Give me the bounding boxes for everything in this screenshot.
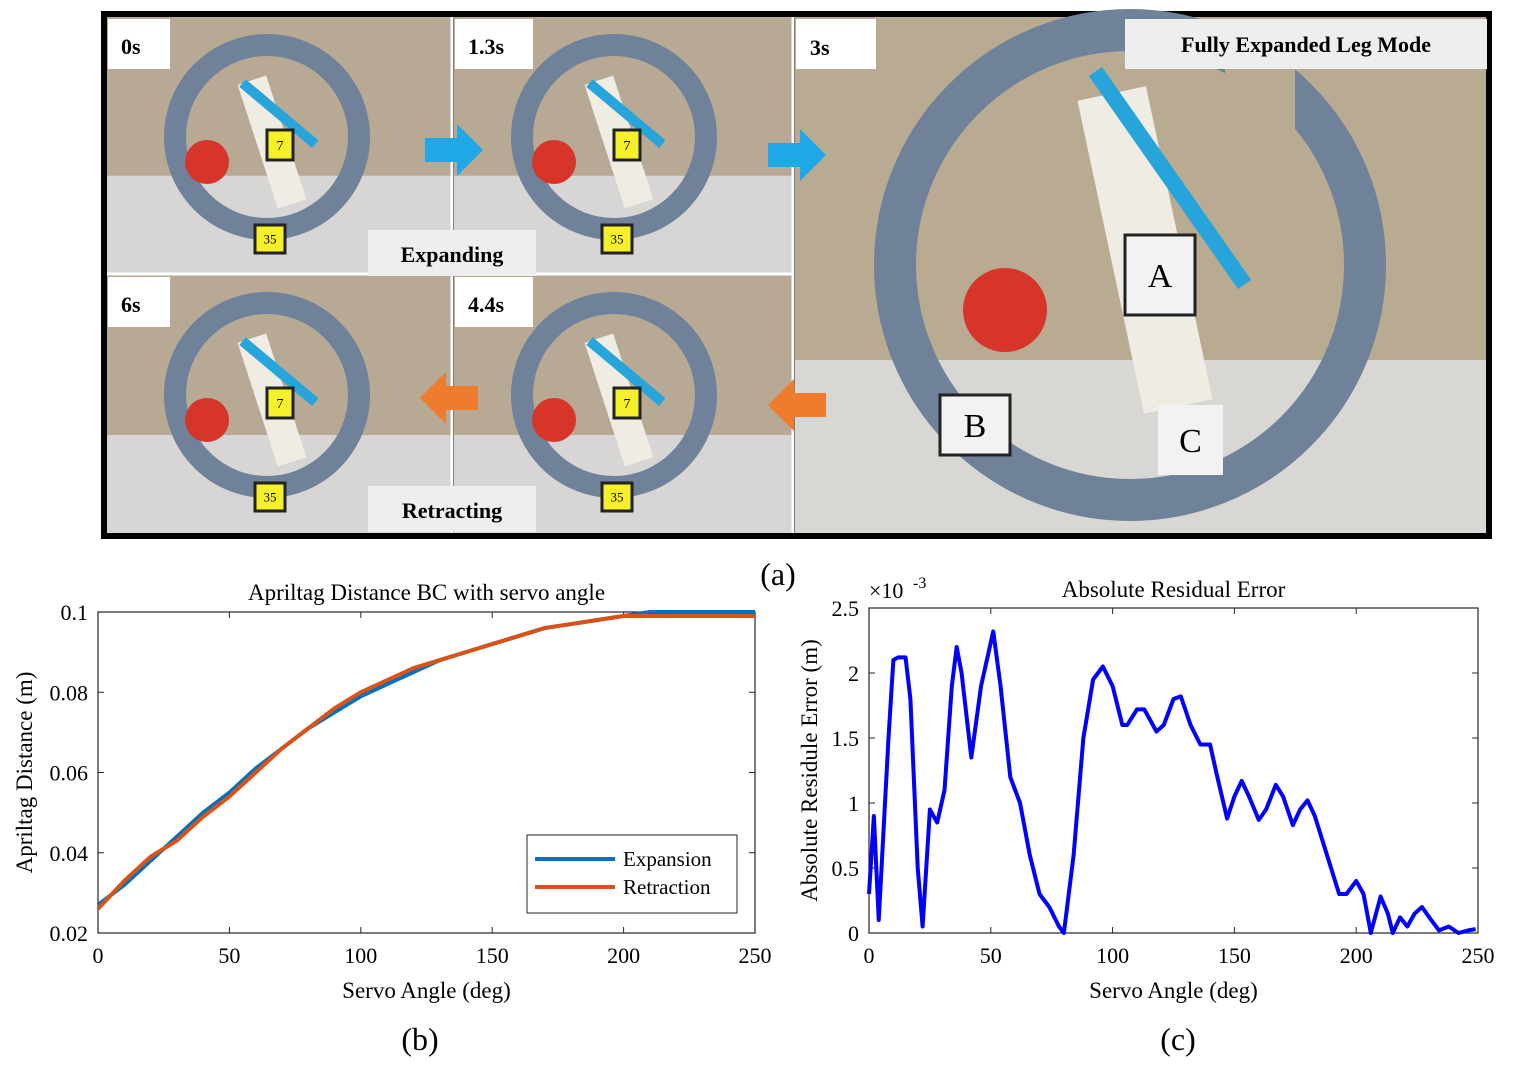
pulley (185, 398, 229, 442)
time-label: 1.3s (468, 34, 505, 59)
x-axis-label: Servo Angle (deg) (342, 978, 511, 1003)
y-multiplier-exponent: -3 (913, 575, 926, 592)
tag-box (265, 128, 295, 162)
phase-arrow (768, 129, 826, 181)
marker-label: A (1148, 258, 1173, 295)
y-tick-label: 0.04 (50, 841, 89, 866)
legend-box (526, 834, 738, 914)
phase-arrow (425, 124, 483, 176)
chart-title: Absolute Residual Error (1062, 577, 1286, 602)
phase-label-box (368, 486, 536, 532)
tag-label: 7 (624, 397, 631, 412)
y-tick-label: 2 (848, 661, 859, 686)
phase-label-box (368, 230, 536, 276)
time-label-box (796, 19, 876, 69)
x-tick-label: 100 (344, 943, 377, 968)
y-tick-label: 0.08 (50, 680, 89, 705)
marker-label: C (1179, 423, 1202, 460)
chart-caption: (c) (1160, 1021, 1196, 1057)
time-label: 3s (810, 35, 830, 60)
y-multiplier: ×10 (869, 578, 903, 603)
time-label: 4.4s (468, 292, 505, 317)
marker-box (1123, 233, 1197, 317)
x-tick-label: 150 (476, 943, 509, 968)
tag-label: 35 (264, 232, 277, 247)
mode-title: Fully Expanded Leg Mode (1181, 32, 1431, 57)
chart-caption: (b) (401, 1021, 438, 1057)
main-ring-gap (1225, 60, 1295, 150)
x-tick-label: 200 (1340, 943, 1373, 968)
phase-arrow (768, 379, 826, 431)
time-label: 0s (121, 34, 141, 59)
time-label-box (455, 19, 533, 69)
x-tick-label: 50 (218, 943, 240, 968)
phase-label: Expanding (401, 242, 504, 267)
legend-label: Retraction (623, 875, 711, 899)
leg-blue-link (239, 337, 319, 406)
data-line (867, 629, 1476, 935)
x-tick-label: 0 (864, 943, 875, 968)
pulley (185, 140, 229, 184)
data-line (96, 614, 755, 911)
time-label-box (455, 277, 533, 327)
y-axis-label: Absolute Residule Error (m) (797, 639, 822, 902)
marker-box (938, 393, 1012, 457)
y-tick-label: 1 (848, 791, 859, 816)
tag-label: 7 (624, 139, 631, 154)
tag-box (600, 223, 634, 255)
time-label-box (108, 277, 170, 327)
legend-label: Expansion (623, 847, 712, 871)
y-tick-label: 0.02 (50, 921, 89, 946)
x-tick-label: 250 (739, 943, 772, 968)
tag-label: 35 (264, 490, 277, 505)
y-tick-label: 1.5 (832, 726, 860, 751)
y-tick-label: 2.5 (832, 596, 860, 621)
y-tick-label: 0 (848, 921, 859, 946)
x-tick-label: 250 (1462, 943, 1495, 968)
x-tick-label: 100 (1096, 943, 1129, 968)
tag-box (253, 223, 287, 255)
tag-box (253, 481, 287, 513)
tag-box (600, 481, 634, 513)
phase-label: Retracting (402, 498, 502, 523)
x-tick-label: 150 (1218, 943, 1251, 968)
pulley (532, 140, 576, 184)
tag-label: 7 (277, 139, 284, 154)
pulley (532, 398, 576, 442)
y-tick-label: 0.1 (61, 600, 89, 625)
time-label-box (108, 19, 170, 69)
y-tick-label: 0.5 (832, 856, 860, 881)
main-pulley (963, 268, 1047, 352)
x-tick-label: 50 (980, 943, 1002, 968)
x-tick-label: 200 (607, 943, 640, 968)
chart-title: Apriltag Distance BC with servo angle (248, 580, 605, 605)
tag-box (612, 386, 642, 420)
main-blue-link (1088, 66, 1252, 290)
leg-blue-link (239, 79, 319, 148)
phase-arrow (420, 372, 478, 424)
leg-blue-link (586, 79, 666, 148)
time-label: 6s (121, 292, 141, 317)
y-tick-label: 0.06 (50, 761, 89, 786)
y-axis-label: Apriltag Distance (m) (12, 672, 37, 874)
marker-label: B (964, 408, 987, 445)
leg-blue-link (586, 337, 666, 406)
x-axis-label: Servo Angle (deg) (1089, 978, 1258, 1003)
tag-label: 7 (277, 397, 284, 412)
marker-box (1158, 405, 1223, 475)
tag-label: 35 (611, 490, 624, 505)
tag-label: 35 (611, 232, 624, 247)
mode-title-box (1125, 19, 1487, 69)
panel-caption: (a) (760, 556, 796, 592)
tag-box (612, 128, 642, 162)
x-tick-label: 0 (93, 943, 104, 968)
tag-box (265, 386, 295, 420)
plot-area (868, 607, 1479, 934)
